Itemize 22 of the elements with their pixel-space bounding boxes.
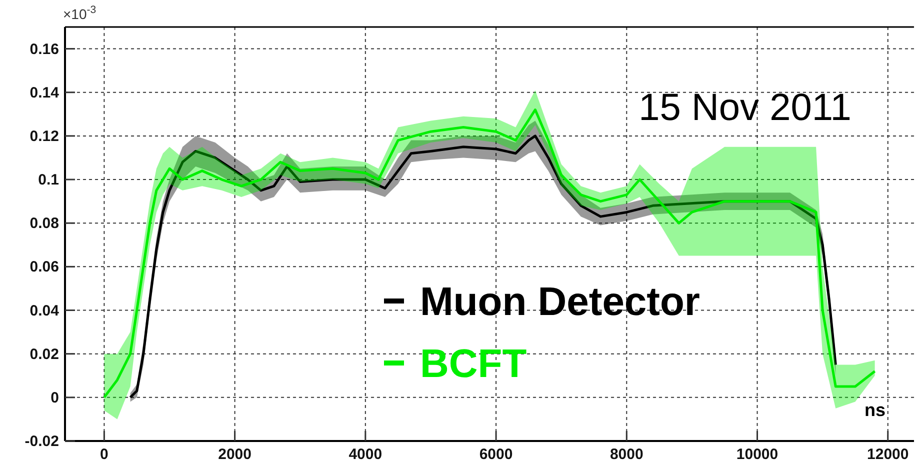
y-tick-label: 0.04 [30, 302, 60, 320]
y-tick-label: 0.14 [30, 84, 60, 102]
x-tick-label: 0 [100, 446, 108, 463]
y-tick-label: 0.08 [30, 215, 59, 232]
annotation: 15 Nov 2011 [638, 87, 852, 129]
legend-label: Muon Detector [420, 280, 700, 324]
legend-label: BCFT [420, 342, 527, 386]
x-tick-label: 6000 [479, 446, 513, 463]
x-tick-label: 4000 [348, 446, 382, 463]
y-tick-label: 0.02 [30, 346, 59, 363]
y-axis-title: ×10$^{-3}$ [63, 4, 96, 22]
y-tick-label: -0.02 [24, 433, 59, 450]
x-tick-label: 2000 [218, 446, 252, 463]
y-tick-label: 0 [50, 389, 59, 406]
x-tick-label: 10000 [736, 446, 778, 463]
y-tick-label: 0.1 [38, 172, 59, 189]
x-axis-title: ns [864, 400, 886, 420]
y-tick-label: 0.12 [30, 128, 59, 145]
y-tick-label: 0.16 [30, 40, 59, 58]
x-tick-label: 12000 [867, 446, 909, 463]
y-tick-label: 0.06 [30, 258, 59, 276]
x-tick-label: 8000 [610, 446, 644, 463]
